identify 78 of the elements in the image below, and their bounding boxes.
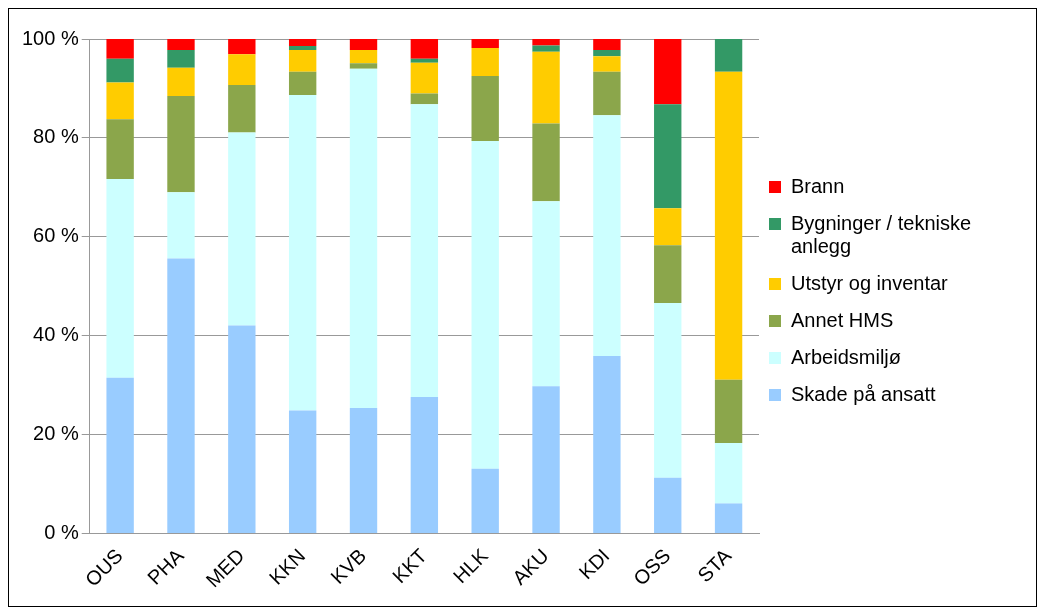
bar [106, 377, 134, 534]
bar [410, 93, 439, 105]
bar [106, 119, 134, 179]
bar [410, 104, 439, 398]
bar [654, 477, 682, 534]
bar [228, 54, 256, 85]
x-tick-label: KDI [574, 544, 614, 584]
bar [167, 39, 195, 50]
bar [654, 39, 682, 105]
bar [532, 45, 560, 52]
bar [532, 39, 560, 46]
bar [471, 468, 499, 534]
legend-label: Utstyr og inventar [791, 272, 948, 295]
bar [106, 58, 134, 83]
bar [228, 132, 256, 326]
bar [654, 104, 682, 209]
bar [410, 62, 439, 94]
x-tick-label: PHA [143, 543, 189, 589]
bar [228, 85, 256, 133]
bar [106, 39, 134, 59]
bar [349, 39, 378, 50]
bar [288, 39, 317, 46]
bar [167, 67, 195, 96]
bar [714, 71, 743, 380]
bar [593, 56, 621, 72]
bar [714, 443, 743, 504]
y-tick-label: 0 % [44, 521, 79, 544]
bar [288, 71, 317, 95]
y-tick-label: 60 % [33, 224, 79, 247]
legend-label: Bygninger / tekniske anlegg [791, 212, 973, 258]
bar [654, 303, 682, 478]
legend-label: Arbeidsmiljø [791, 346, 902, 369]
bar [288, 49, 317, 72]
legend-label: Brann [791, 175, 845, 198]
bar [106, 178, 134, 378]
bar [106, 82, 134, 120]
bar [532, 123, 560, 202]
bar [471, 39, 499, 48]
bar [714, 379, 743, 444]
x-tick-label: KVB [326, 544, 371, 589]
y-tick-label: 100 % [21, 26, 79, 49]
bar [410, 397, 439, 534]
x-tick-label: STA [693, 543, 736, 587]
bar [714, 39, 743, 72]
bar [349, 407, 378, 534]
bar [349, 63, 378, 69]
bar [532, 51, 560, 124]
bar [349, 49, 378, 64]
bar [167, 192, 195, 259]
bar [532, 386, 560, 534]
bar [410, 58, 439, 63]
y-tick-label: 40 % [33, 323, 79, 346]
bar [167, 258, 195, 534]
bar [593, 49, 621, 57]
legend-label: Skade på ansatt [791, 383, 936, 406]
bar [532, 201, 560, 387]
bar [593, 39, 621, 50]
bar [288, 94, 317, 411]
bar [410, 39, 439, 59]
legend-label: Annet HMS [791, 309, 894, 332]
bar [228, 325, 256, 534]
bar [654, 245, 682, 304]
bar [349, 68, 378, 408]
bar [714, 503, 743, 534]
bar [288, 410, 317, 534]
bar [593, 115, 621, 357]
bar [167, 49, 195, 68]
bar [471, 140, 499, 469]
bar [167, 95, 195, 193]
bar [593, 356, 621, 534]
bar [471, 47, 499, 77]
bar [471, 76, 499, 141]
bar [654, 208, 682, 246]
y-tick-label: 80 % [33, 125, 79, 148]
bar [593, 71, 621, 116]
y-tick-label: 20 % [33, 422, 79, 445]
bar [288, 45, 317, 50]
bar [228, 39, 256, 55]
